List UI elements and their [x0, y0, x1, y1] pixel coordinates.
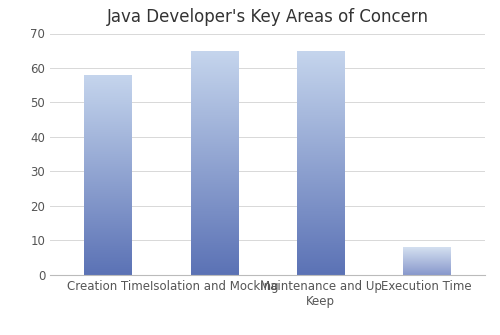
Title: Java Developer's Key Areas of Concern: Java Developer's Key Areas of Concern	[106, 8, 428, 26]
